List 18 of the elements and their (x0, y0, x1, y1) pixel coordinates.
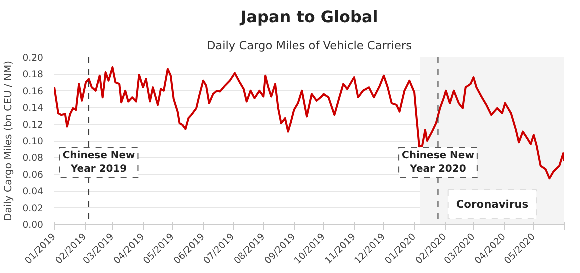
y-axis-title: Daily Cargo Miles (bn CEU / NM) (4, 60, 15, 222)
chart-subtitle: Daily Cargo Miles of Vehicle Carriers (206, 38, 412, 52)
y-tick-label: 0.04 (22, 186, 44, 198)
chart-title: Japan to Global (240, 8, 378, 26)
y-tick-label: 0.20 (22, 53, 44, 64)
y-tick-label: 0.18 (22, 70, 44, 81)
y-tick-label: 0.02 (22, 203, 44, 214)
y-tick-label: 0.10 (22, 136, 44, 148)
ref-line-label: Chinese New Year 2020 (402, 150, 474, 175)
y-tick-label: 0.14 (22, 103, 44, 114)
y-tick-label: 0.12 (22, 120, 44, 131)
line-series (54, 66, 564, 180)
band-label: Coronavirus (456, 198, 529, 211)
ref-line-label: Chinese New Year 2019 (62, 150, 136, 175)
y-tick-label: 0.08 (22, 153, 44, 164)
y-tick-label: 0.00 (22, 220, 44, 231)
y-tick-label: 0.16 (22, 86, 44, 98)
y-tick-label: 0.06 (22, 170, 44, 181)
